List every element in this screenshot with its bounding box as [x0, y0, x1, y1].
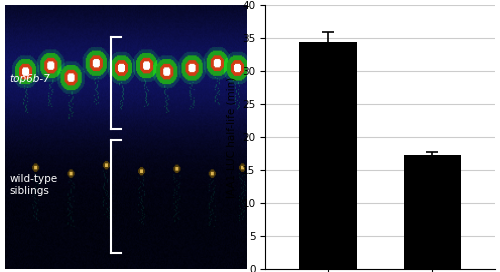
- Text: wild-type
siblings: wild-type siblings: [10, 174, 58, 196]
- Text: top6b-7: top6b-7: [10, 74, 50, 84]
- Bar: [299, 42, 356, 269]
- Text: B: B: [230, 0, 242, 3]
- Y-axis label: IAA1-LUC half-life (min): IAA1-LUC half-life (min): [226, 77, 236, 198]
- Bar: [404, 154, 461, 269]
- Text: A: A: [2, 0, 14, 3]
